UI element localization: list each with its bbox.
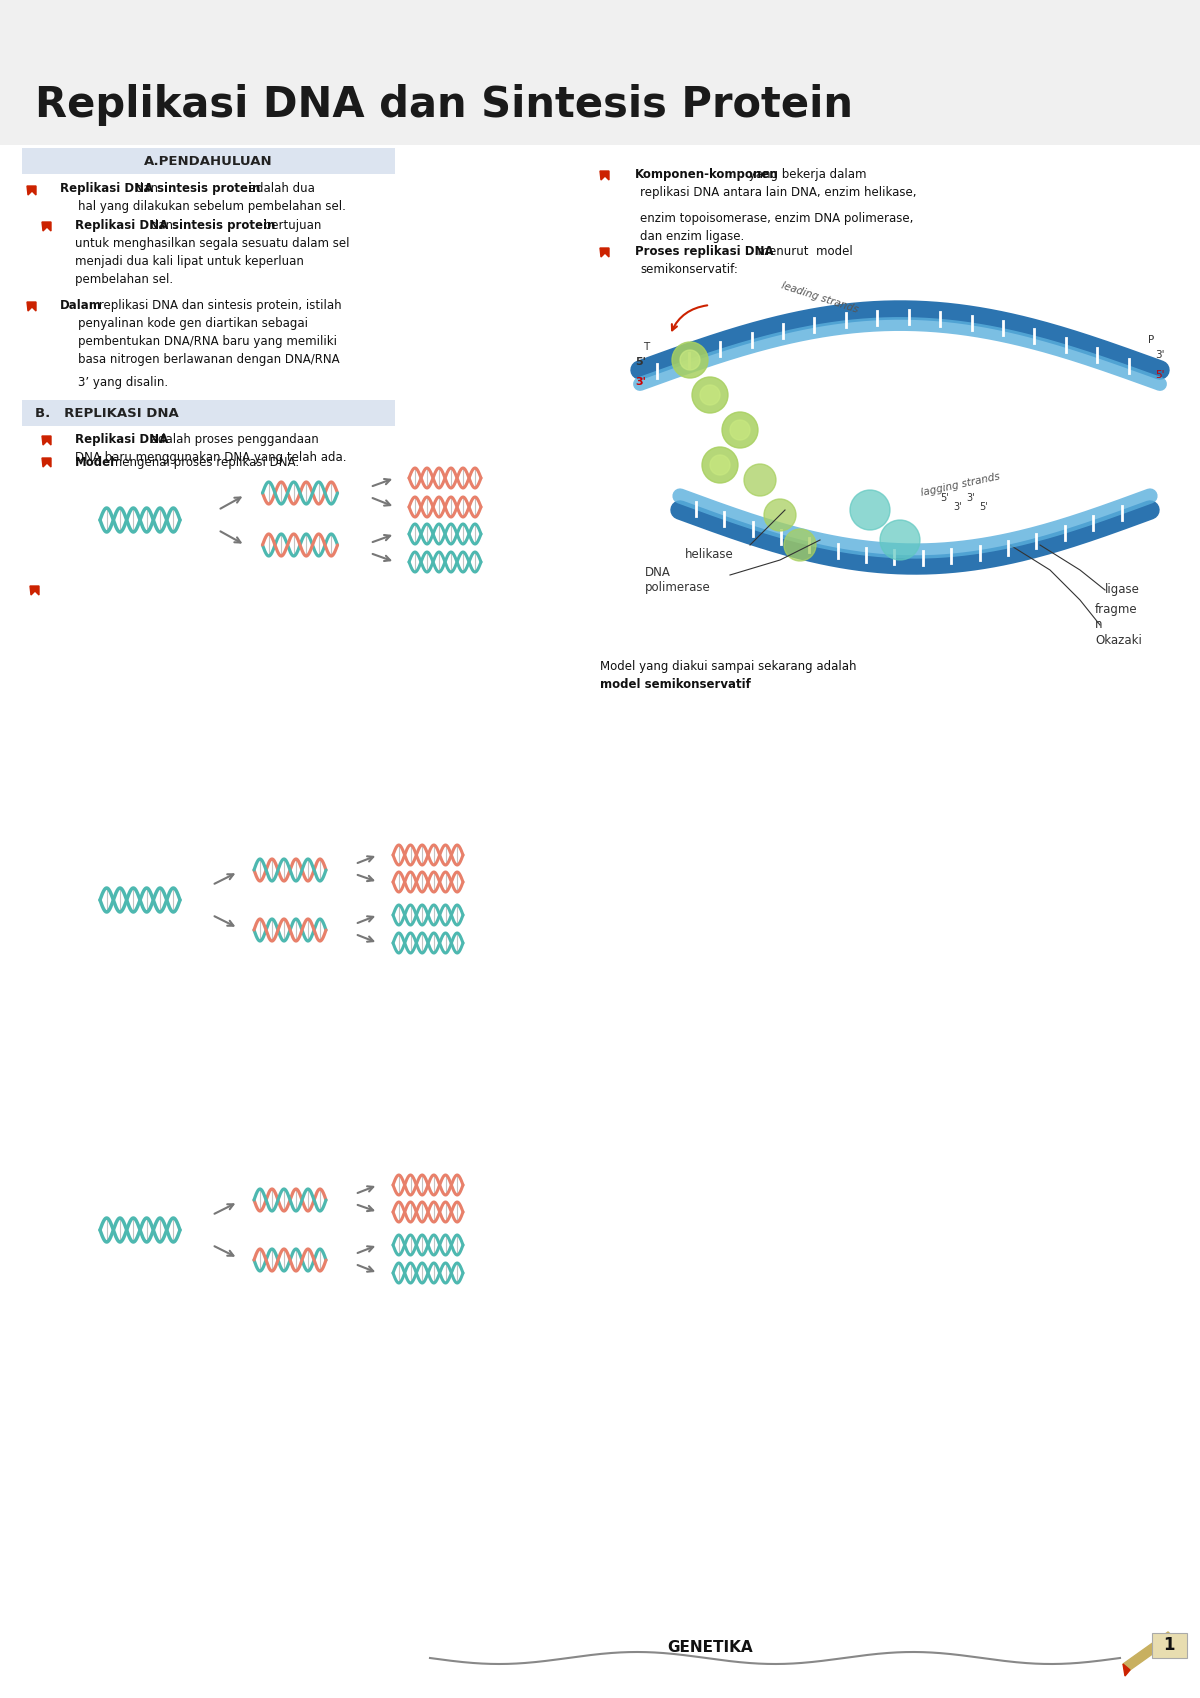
Text: mengenai proses replikasi DNA:: mengenai proses replikasi DNA: [107, 455, 299, 469]
Text: menjadi dua kali lipat untuk keperluan: menjadi dua kali lipat untuk keperluan [74, 255, 304, 268]
Text: Replikasi DNA: Replikasi DNA [60, 182, 154, 195]
Text: replikasi DNA antara lain DNA, enzim helikase,: replikasi DNA antara lain DNA, enzim hel… [640, 185, 917, 199]
Circle shape [710, 455, 730, 475]
Polygon shape [1123, 1664, 1130, 1676]
Polygon shape [1123, 1632, 1175, 1671]
Circle shape [784, 530, 816, 560]
Text: basa nitrogen berlawanan dengan DNA/RNA: basa nitrogen berlawanan dengan DNA/RNA [78, 353, 340, 365]
Text: sintesis protein: sintesis protein [172, 219, 275, 231]
Circle shape [730, 419, 750, 440]
Text: pembelahan sel.: pembelahan sel. [74, 272, 173, 285]
Text: lagging strands: lagging strands [919, 472, 1001, 498]
Text: 5': 5' [979, 503, 988, 513]
Text: Proses replikasi DNA: Proses replikasi DNA [635, 245, 774, 258]
Text: dan: dan [132, 182, 162, 195]
Text: enzim topoisomerase, enzim DNA polimerase,: enzim topoisomerase, enzim DNA polimeras… [640, 212, 913, 224]
Circle shape [764, 499, 796, 531]
Text: hal yang dilakukan sebelum pembelahan sel.: hal yang dilakukan sebelum pembelahan se… [78, 199, 346, 212]
Text: 3': 3' [966, 492, 974, 503]
Text: 1: 1 [1163, 1635, 1175, 1654]
Text: pembentukan DNA/RNA baru yang memiliki: pembentukan DNA/RNA baru yang memiliki [78, 335, 337, 348]
Text: replikasi DNA dan sintesis protein, istilah: replikasi DNA dan sintesis protein, isti… [95, 299, 342, 311]
Circle shape [722, 413, 758, 448]
Polygon shape [42, 222, 50, 231]
Text: menurut  model: menurut model [750, 245, 853, 258]
Text: 3': 3' [1154, 350, 1164, 360]
Circle shape [680, 350, 700, 370]
Text: Model yang diakui sampai sekarang adalah: Model yang diakui sampai sekarang adalah [600, 661, 857, 672]
Text: 3': 3' [953, 503, 961, 513]
Text: dan: dan [148, 219, 176, 231]
Text: 3': 3' [635, 377, 646, 387]
Text: Model: Model [74, 455, 115, 469]
Text: dan enzim ligase.: dan enzim ligase. [640, 229, 744, 243]
Text: bertujuan: bertujuan [260, 219, 322, 231]
Text: 5': 5' [635, 357, 646, 367]
Text: T: T [643, 341, 649, 351]
FancyBboxPatch shape [1152, 1633, 1187, 1657]
Polygon shape [42, 458, 50, 467]
Text: .: . [722, 678, 727, 691]
Text: Dalam: Dalam [60, 299, 102, 311]
Text: adalah dua: adalah dua [245, 182, 314, 195]
Circle shape [672, 341, 708, 379]
Polygon shape [28, 187, 36, 195]
Text: 5': 5' [1154, 370, 1164, 380]
Circle shape [700, 385, 720, 406]
Text: Komponen-komponen: Komponen-komponen [635, 168, 779, 180]
Text: 3’ yang disalin.: 3’ yang disalin. [78, 375, 168, 389]
Polygon shape [600, 171, 610, 180]
Text: semikonservatif:: semikonservatif: [640, 263, 738, 275]
Text: DNA
polimerase: DNA polimerase [646, 565, 710, 594]
Text: GENETIKA: GENETIKA [667, 1640, 752, 1656]
Text: 5': 5' [940, 492, 949, 503]
Text: adalah proses penggandaan: adalah proses penggandaan [148, 433, 319, 445]
Polygon shape [28, 302, 36, 311]
Circle shape [702, 447, 738, 482]
Text: sintesis protein: sintesis protein [157, 182, 260, 195]
Text: Replikasi DNA: Replikasi DNA [74, 433, 168, 445]
Text: penyalinan kode gen diartikan sebagai: penyalinan kode gen diartikan sebagai [78, 316, 308, 329]
FancyBboxPatch shape [22, 401, 395, 426]
Text: untuk menghasilkan segala sesuatu dalam sel: untuk menghasilkan segala sesuatu dalam … [74, 236, 349, 250]
Text: DNA baru menggunakan DNA yang telah ada.: DNA baru menggunakan DNA yang telah ada. [74, 450, 347, 464]
Text: Replikasi DNA dan Sintesis Protein: Replikasi DNA dan Sintesis Protein [35, 83, 853, 126]
Polygon shape [30, 586, 38, 594]
Text: helikase: helikase [685, 548, 733, 562]
Polygon shape [600, 248, 610, 256]
Circle shape [880, 520, 920, 560]
Text: model semikonservatif: model semikonservatif [600, 678, 751, 691]
Text: Replikasi DNA: Replikasi DNA [74, 219, 168, 231]
Text: fragme
n
Okazaki: fragme n Okazaki [1096, 603, 1142, 647]
Text: A.PENDAHULUAN: A.PENDAHULUAN [144, 155, 272, 168]
Text: ligase: ligase [1105, 584, 1140, 596]
Text: B.   REPLIKASI DNA: B. REPLIKASI DNA [35, 406, 179, 419]
FancyBboxPatch shape [22, 148, 395, 173]
Circle shape [692, 377, 728, 413]
Text: P: P [1148, 335, 1154, 345]
Text: leading strands: leading strands [780, 280, 859, 316]
Polygon shape [42, 436, 50, 445]
Circle shape [850, 491, 890, 530]
Text: yang bekerja dalam: yang bekerja dalam [745, 168, 866, 180]
Circle shape [744, 464, 776, 496]
FancyBboxPatch shape [0, 0, 1200, 144]
